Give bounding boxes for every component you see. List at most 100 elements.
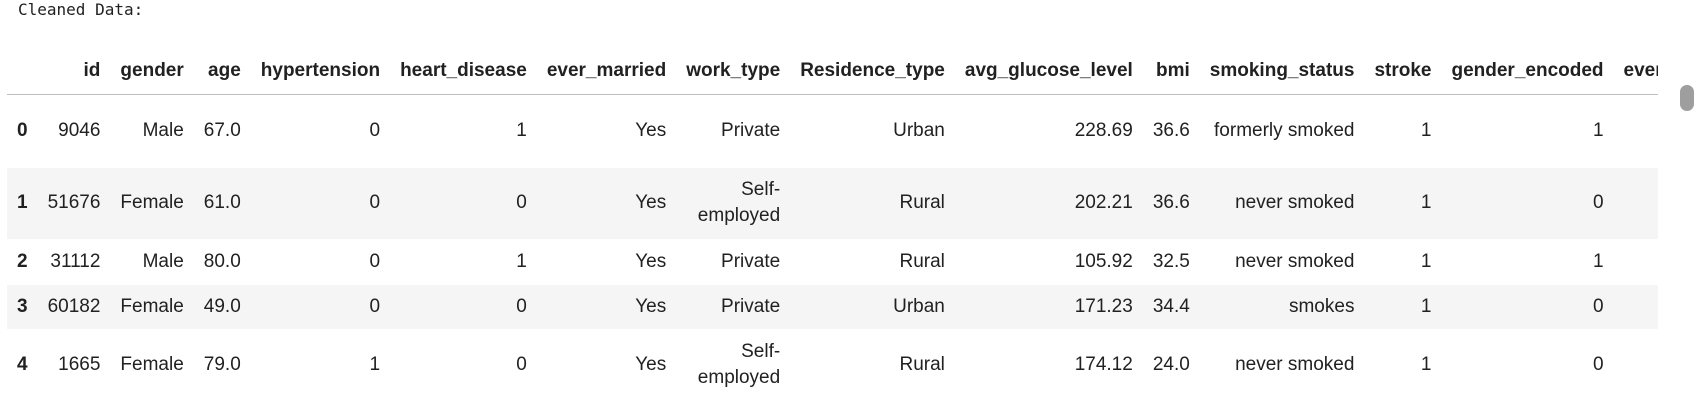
row-index: 2 (17, 250, 28, 272)
cell-age: 80.0 (203, 250, 241, 272)
cell-heart-disease: 1 (516, 250, 527, 272)
row-index: 1 (17, 192, 28, 213)
cell-work-type: Private (721, 120, 781, 142)
cell-gender: Male (142, 120, 184, 142)
cell-heart-disease: 1 (516, 120, 527, 142)
cell-stroke: 1 (1420, 192, 1432, 213)
cell-age: 67.0 (203, 120, 241, 142)
column-header-residence-type: Residence_type (790, 48, 955, 95)
header-row: id gender age hypertension heart_disease… (7, 48, 1658, 95)
cell-ever-married-encoded (1614, 95, 1658, 168)
cell-gender-encoded: 0 (1592, 192, 1604, 213)
cell-stroke: 1 (1420, 120, 1432, 142)
cell-ever-married: Yes (635, 295, 667, 317)
cell-gender: Female (120, 192, 184, 213)
dataframe-scroll-area[interactable]: id gender age hypertension heart_disease… (7, 48, 1658, 414)
column-header-work-type: work_type (676, 48, 791, 95)
cell-gender: Female (120, 354, 184, 375)
cell-id: 60182 (47, 295, 101, 317)
cell-avg-glucose-level: 202.21 (1074, 192, 1133, 213)
table-row: 3 60182 Female 49.0 0 0 Yes Private Urba… (7, 284, 1658, 329)
cell-smoking-status: formerly smoked (1214, 120, 1355, 142)
row-index: 3 (17, 295, 28, 317)
row-index: 4 (17, 354, 28, 375)
cell-work-type: Private (721, 250, 781, 272)
cell-ever-married: Yes (635, 250, 667, 272)
cell-avg-glucose-level: 174.12 (1074, 354, 1133, 375)
cell-bmi: 36.6 (1152, 192, 1190, 213)
cell-smoking-status: smokes (1288, 295, 1355, 317)
cell-residence-type: Rural (899, 192, 945, 213)
cell-work-type: Private (721, 295, 781, 317)
cell-hypertension: 0 (369, 250, 381, 272)
cell-avg-glucose-level: 171.23 (1074, 295, 1133, 317)
table-row: 1 51676 Female 61.0 0 0 Yes Self-employe… (7, 167, 1658, 239)
table-body: 0 9046 Male 67.0 0 1 Yes Private Urban 2… (7, 95, 1658, 402)
column-header-gender-encoded: gender_encoded (1441, 48, 1614, 95)
vertical-scrollbar-thumb[interactable] (1680, 85, 1694, 111)
cell-gender-encoded: 1 (1592, 120, 1604, 142)
column-header-bmi: bmi (1142, 48, 1200, 95)
cell-id: 51676 (47, 192, 101, 213)
cell-avg-glucose-level: 228.69 (1074, 120, 1133, 142)
cell-bmi: 34.4 (1152, 295, 1190, 317)
cell-age: 49.0 (203, 295, 241, 317)
cell-ever-married: Yes (635, 354, 667, 375)
cell-stroke: 1 (1420, 295, 1432, 317)
cell-avg-glucose-level: 105.92 (1074, 250, 1133, 272)
table-row: 0 9046 Male 67.0 0 1 Yes Private Urban 2… (7, 95, 1658, 168)
column-header-heart-disease: heart_disease (390, 48, 537, 95)
cell-ever-married-encoded (1614, 239, 1658, 285)
column-header-index (7, 48, 38, 95)
cell-gender-encoded: 1 (1592, 250, 1604, 272)
table-header: id gender age hypertension heart_disease… (7, 48, 1658, 95)
cell-gender-encoded: 0 (1592, 295, 1604, 317)
table-row: 2 31112 Male 80.0 0 1 Yes Private Rural … (7, 239, 1658, 285)
dataframe-table: id gender age hypertension heart_disease… (7, 48, 1658, 402)
cell-hypertension: 1 (369, 354, 381, 375)
cell-smoking-status: never smoked (1235, 192, 1355, 213)
cell-age: 61.0 (203, 192, 241, 213)
cell-bmi: 32.5 (1152, 250, 1190, 272)
cell-hypertension: 0 (369, 295, 381, 317)
output-label: Cleaned Data: (18, 0, 144, 19)
cell-ever-married-encoded (1614, 168, 1658, 239)
column-header-avg-glucose-level: avg_glucose_level (954, 48, 1143, 95)
cell-heart-disease: 0 (516, 354, 527, 375)
cell-work-type: Self-employed (697, 179, 781, 226)
cell-age: 79.0 (203, 354, 241, 375)
cell-hypertension: 0 (369, 192, 381, 213)
cell-residence-type: Rural (899, 250, 945, 272)
column-header-age: age (193, 48, 251, 95)
cell-id: 9046 (58, 120, 101, 142)
cell-gender: Male (142, 250, 184, 272)
column-header-smoking-status: smoking_status (1199, 48, 1365, 95)
cell-ever-married-encoded (1614, 329, 1658, 402)
row-index: 0 (17, 120, 28, 142)
column-header-stroke: stroke (1364, 48, 1442, 95)
table-row: 4 1665 Female 79.0 1 0 Yes Self-employed… (7, 329, 1658, 402)
cell-heart-disease: 0 (516, 295, 527, 317)
cell-id: 31112 (50, 250, 101, 272)
column-header-id: id (37, 48, 111, 95)
cell-ever-married: Yes (635, 192, 667, 213)
cell-gender-encoded: 0 (1592, 354, 1604, 375)
cell-bmi: 24.0 (1152, 354, 1190, 375)
cell-smoking-status: never smoked (1235, 250, 1355, 272)
cell-residence-type: Urban (893, 120, 945, 142)
cell-stroke: 1 (1420, 354, 1432, 375)
column-header-gender: gender (110, 48, 194, 95)
column-header-hypertension: hypertension (250, 48, 391, 95)
column-header-ever-married-encoded: ever_m (1613, 48, 1658, 95)
cell-id: 1665 (58, 354, 101, 375)
cell-stroke: 1 (1420, 250, 1432, 272)
cell-gender: Female (120, 295, 184, 317)
cell-residence-type: Urban (893, 295, 945, 317)
cell-hypertension: 0 (369, 120, 381, 142)
cell-smoking-status: never smoked (1235, 354, 1355, 375)
column-header-ever-married: ever_married (536, 48, 677, 95)
cell-bmi: 36.6 (1152, 120, 1190, 142)
cell-residence-type: Rural (899, 354, 945, 375)
cell-heart-disease: 0 (516, 192, 527, 213)
